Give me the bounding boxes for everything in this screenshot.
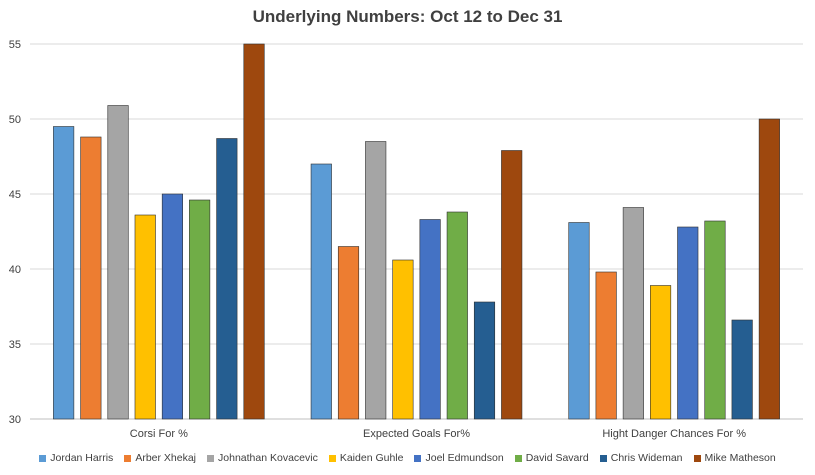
y-tick-label: 55	[9, 39, 21, 51]
legend-label: Chris Wideman	[610, 452, 683, 464]
chart-title: Underlying Numbers: Oct 12 to Dec 31	[252, 7, 563, 26]
bar	[446, 211, 468, 420]
bar	[365, 141, 387, 420]
bar	[419, 219, 441, 420]
y-tick-label: 30	[9, 414, 21, 426]
bar	[53, 126, 75, 420]
bar	[107, 105, 129, 420]
y-tick-label: 45	[9, 189, 21, 201]
bar	[243, 43, 265, 420]
bars	[53, 43, 780, 420]
legend-swatch	[414, 454, 422, 462]
legend-swatch	[599, 454, 607, 462]
legend: Jordan Harris Arber Xhekaj Johnathan Kovac…	[0, 452, 815, 464]
bar	[392, 259, 414, 420]
legend-label: Johnathan Kovacevic	[218, 452, 318, 464]
legend-swatch	[207, 454, 215, 462]
legend-label: Jordan Harris	[50, 452, 114, 464]
legend-label: Kaiden Guhle	[339, 452, 404, 464]
legend-item: Jordan Harris	[39, 452, 113, 464]
legend-item: Joel Edmundson	[414, 452, 504, 464]
legend-swatch	[514, 454, 522, 462]
legend-item: David Savard	[514, 452, 589, 464]
bar	[704, 220, 726, 420]
bar	[216, 138, 238, 420]
bar	[134, 214, 156, 420]
legend-item: Kaiden Guhle	[328, 452, 404, 464]
x-category-label: Corsi For %	[130, 428, 188, 440]
bar-chart: 30 35 40 45 50 55 Corsi For % Expected Goals Fo…	[9, 39, 803, 440]
legend-item: Mike Matheson	[693, 452, 776, 464]
legend-swatch	[39, 454, 47, 462]
bar	[310, 163, 332, 420]
legend-label: Joel Edmundson	[425, 452, 504, 464]
legend-swatch	[328, 454, 336, 462]
legend-label: Mike Matheson	[704, 452, 776, 464]
bar	[622, 207, 644, 420]
bar	[731, 319, 753, 420]
bar	[677, 226, 699, 420]
x-category-label: Hight Danger Chances For %	[602, 428, 746, 440]
bar	[758, 118, 780, 420]
bar	[161, 193, 183, 420]
bar	[568, 222, 590, 420]
legend-swatch	[124, 454, 132, 462]
bar	[337, 246, 360, 420]
y-tick-label: 50	[9, 114, 21, 126]
legend-swatch	[693, 454, 701, 462]
legend-item: Arber Xhekaj	[124, 452, 196, 464]
bar	[189, 199, 211, 420]
legend-item: Johnathan Kovacevic	[207, 452, 318, 464]
y-tick-label: 35	[9, 339, 21, 351]
y-tick-label: 40	[9, 264, 21, 276]
bar	[650, 285, 672, 420]
axes: 30 35 40 45 50 55 Corsi For % Expected Goals Fo…	[9, 39, 746, 440]
legend-label: Arber Xhekaj	[135, 452, 197, 464]
bar	[595, 271, 617, 420]
bar	[473, 301, 496, 420]
x-category-label: Expected Goals For%	[363, 428, 470, 440]
legend-label: David Savard	[525, 452, 589, 464]
bar	[80, 136, 102, 420]
gridlines	[30, 43, 803, 420]
legend-item: Chris Wideman	[599, 452, 683, 464]
bar	[501, 150, 523, 420]
